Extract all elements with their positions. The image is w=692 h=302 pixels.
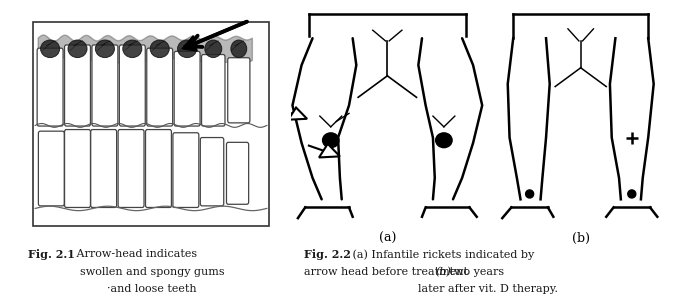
FancyBboxPatch shape [200,137,224,206]
FancyBboxPatch shape [91,130,117,207]
Ellipse shape [322,133,339,148]
Text: (a): (a) [379,232,396,245]
Text: later after vit. D therapy.: later after vit. D therapy. [418,284,558,294]
Text: two years: two years [446,267,504,277]
FancyBboxPatch shape [37,48,63,126]
Ellipse shape [178,40,197,58]
Text: ·and loose teeth: ·and loose teeth [107,284,197,294]
Ellipse shape [95,40,114,58]
Text: Fig. 2.1: Fig. 2.1 [28,249,75,260]
Polygon shape [289,108,307,120]
Text: Arrow-head indicates: Arrow-head indicates [73,249,197,259]
FancyBboxPatch shape [118,130,144,207]
Text: swollen and spongy gums: swollen and spongy gums [80,267,224,277]
FancyBboxPatch shape [64,130,91,207]
FancyBboxPatch shape [173,133,199,207]
Text: arrow head before treatment: arrow head before treatment [304,267,472,277]
FancyBboxPatch shape [64,45,91,126]
Ellipse shape [150,40,170,58]
Text: (b): (b) [572,232,590,245]
Ellipse shape [436,133,452,148]
Ellipse shape [526,190,534,198]
FancyBboxPatch shape [228,58,250,123]
FancyBboxPatch shape [147,48,173,126]
Polygon shape [182,36,197,51]
Text: (b): (b) [436,267,452,278]
Text: Fig. 2.2: Fig. 2.2 [304,249,352,260]
FancyBboxPatch shape [174,51,200,126]
Ellipse shape [205,40,221,58]
Ellipse shape [41,40,60,58]
FancyBboxPatch shape [38,131,64,206]
Text: (a) Infantile rickets indicated by: (a) Infantile rickets indicated by [349,249,535,260]
Ellipse shape [231,40,247,58]
Ellipse shape [68,40,87,58]
FancyBboxPatch shape [226,142,248,204]
Ellipse shape [628,190,636,198]
FancyBboxPatch shape [201,55,225,126]
FancyBboxPatch shape [119,45,145,126]
FancyBboxPatch shape [145,130,172,207]
Polygon shape [319,144,340,157]
FancyBboxPatch shape [92,45,118,126]
Ellipse shape [122,40,142,58]
